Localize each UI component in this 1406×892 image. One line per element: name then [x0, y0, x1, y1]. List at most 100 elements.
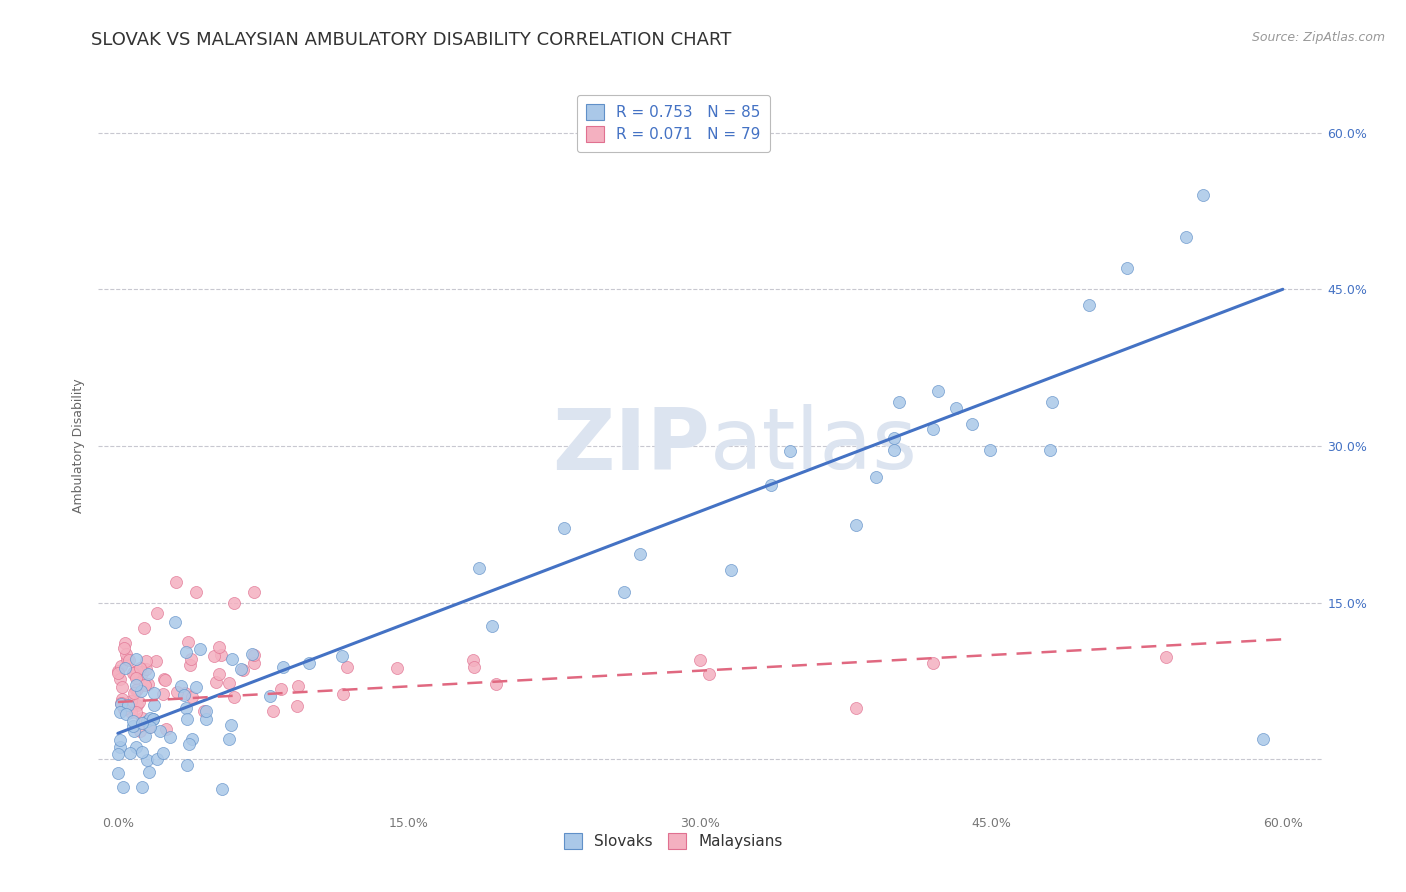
- Point: [125, 706, 148, 720]
- Point: [176, 712, 198, 726]
- Point: [181, 732, 204, 747]
- Point: [131, 711, 153, 725]
- Point: [142, 712, 165, 726]
- Point: [107, 666, 129, 681]
- Point: [336, 659, 359, 673]
- Point: [485, 677, 508, 691]
- Point: [115, 706, 138, 721]
- Point: [145, 606, 167, 620]
- Point: [110, 740, 132, 755]
- Point: [149, 723, 172, 738]
- Point: [108, 705, 131, 719]
- Point: [142, 712, 165, 726]
- Point: [242, 648, 264, 663]
- Point: [219, 718, 242, 732]
- Point: [553, 521, 575, 535]
- Point: [1156, 649, 1178, 664]
- Point: [122, 714, 145, 728]
- Point: [222, 690, 245, 705]
- Point: [152, 746, 174, 760]
- Point: [461, 652, 484, 666]
- Point: [135, 662, 157, 676]
- Point: [218, 731, 240, 746]
- Point: [131, 780, 153, 794]
- Point: [145, 751, 167, 765]
- Point: [332, 687, 354, 701]
- Point: [287, 679, 309, 693]
- Point: [613, 585, 636, 599]
- Point: [125, 678, 148, 692]
- Point: [242, 585, 264, 599]
- Point: [134, 730, 156, 744]
- Point: [468, 560, 491, 574]
- Point: [115, 652, 138, 666]
- Point: [118, 653, 141, 667]
- Point: [194, 712, 217, 726]
- Point: [193, 704, 215, 718]
- Point: [184, 680, 207, 694]
- Point: [229, 662, 252, 676]
- Point: [845, 701, 868, 715]
- Point: [115, 647, 138, 661]
- Point: [111, 692, 134, 706]
- Point: [180, 690, 202, 704]
- Point: [883, 443, 905, 458]
- Point: [128, 695, 150, 709]
- Point: [262, 704, 284, 718]
- Point: [174, 645, 197, 659]
- Point: [176, 757, 198, 772]
- Point: [184, 585, 207, 599]
- Point: [960, 417, 983, 431]
- Point: [155, 722, 177, 736]
- Point: [107, 747, 129, 762]
- Point: [297, 656, 319, 670]
- Point: [110, 696, 132, 710]
- Point: [165, 574, 187, 589]
- Point: [124, 668, 146, 682]
- Point: [945, 401, 967, 416]
- Text: atlas: atlas: [710, 404, 918, 488]
- Point: [136, 677, 159, 691]
- Point: [127, 664, 149, 678]
- Point: [259, 690, 281, 704]
- Point: [125, 681, 148, 696]
- Point: [152, 687, 174, 701]
- Text: Source: ZipAtlas.com: Source: ZipAtlas.com: [1251, 31, 1385, 45]
- Point: [1116, 261, 1139, 276]
- Point: [170, 679, 193, 693]
- Point: [153, 672, 176, 686]
- Point: [759, 478, 782, 492]
- Point: [173, 689, 195, 703]
- Point: [166, 685, 188, 699]
- Point: [208, 667, 231, 681]
- Point: [120, 705, 142, 719]
- Point: [129, 661, 152, 675]
- Point: [271, 659, 294, 673]
- Point: [138, 720, 160, 734]
- Point: [1174, 230, 1197, 244]
- Point: [188, 642, 211, 657]
- Point: [153, 673, 176, 688]
- Point: [142, 698, 165, 712]
- Point: [124, 723, 146, 738]
- Point: [979, 442, 1001, 457]
- Point: [209, 648, 232, 662]
- Point: [138, 764, 160, 779]
- Point: [131, 665, 153, 680]
- Point: [208, 640, 231, 654]
- Point: [125, 683, 148, 698]
- Point: [110, 680, 132, 694]
- Point: [134, 621, 156, 635]
- Point: [883, 431, 905, 445]
- Point: [232, 664, 254, 678]
- Point: [122, 665, 145, 680]
- Point: [628, 547, 651, 561]
- Point: [131, 745, 153, 759]
- Point: [922, 422, 945, 436]
- Point: [111, 696, 134, 710]
- Point: [218, 676, 240, 690]
- Point: [927, 384, 949, 399]
- Point: [697, 667, 720, 681]
- Legend: Slovaks, Malaysians: Slovaks, Malaysians: [558, 827, 789, 855]
- Point: [122, 686, 145, 700]
